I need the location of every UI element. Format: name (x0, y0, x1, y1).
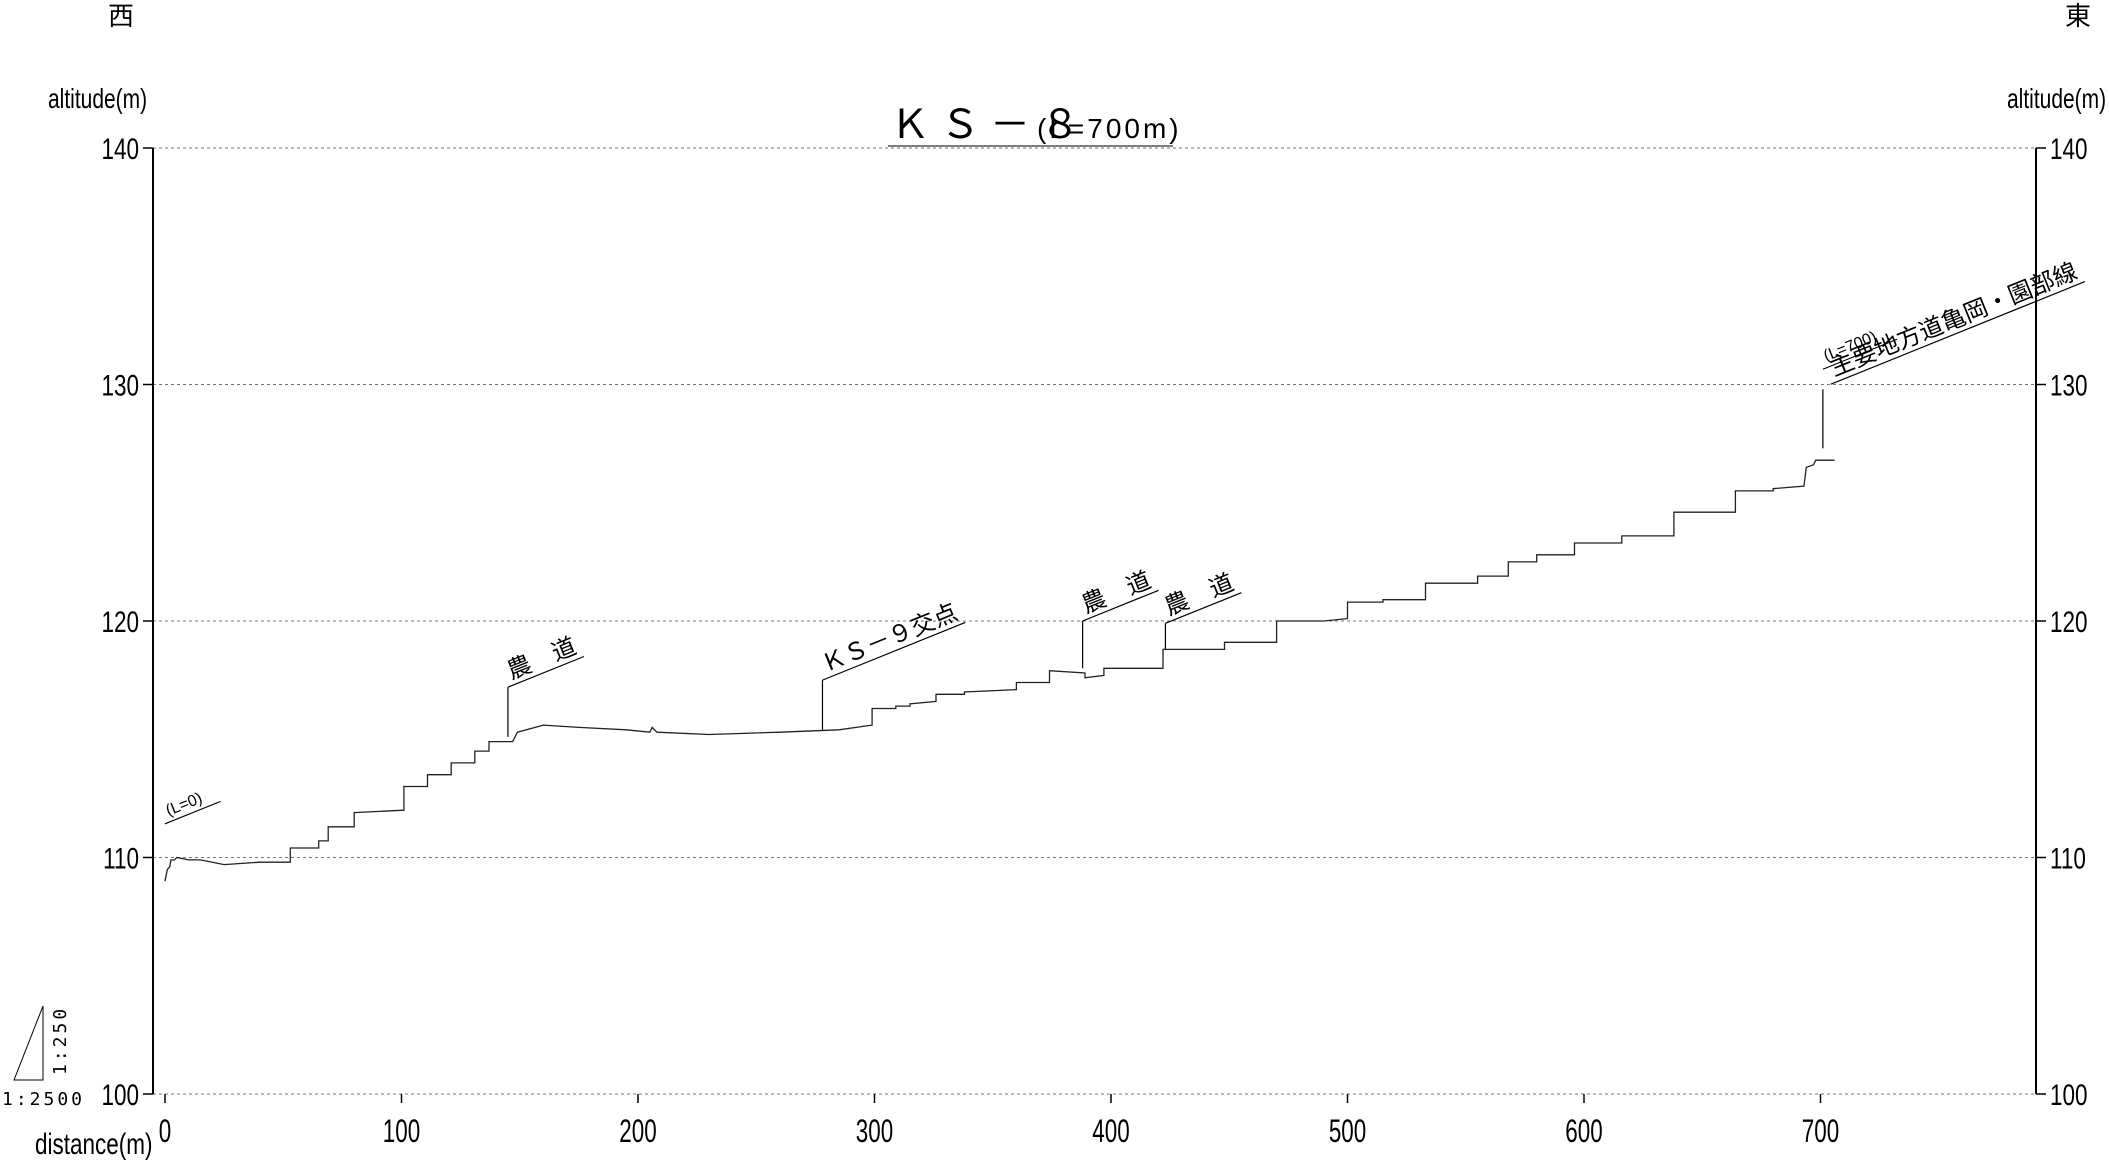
annotation-label: 農 道 (1160, 568, 1237, 621)
y-tick-label-left: 140 (101, 132, 139, 166)
chart-title: ＫＳ－８ (890, 102, 1090, 148)
x-tick-label: 500 (1329, 1113, 1366, 1149)
y-tick-label-right: 130 (2050, 368, 2088, 402)
annotation-underline (1082, 589, 1159, 622)
y-axis-label-right: altitude(m) (2007, 84, 2106, 115)
x-tick-label: 0 (159, 1113, 171, 1149)
y-tick-label-right: 140 (2050, 132, 2088, 166)
annotation-label: 農 道 (503, 632, 580, 685)
y-tick-label-right: 100 (2050, 1078, 2088, 1112)
annotation-underline (822, 621, 966, 681)
annotation-label: (L=0) (163, 790, 204, 820)
annotation-label: 農 道 (1078, 566, 1155, 619)
y-tick-label-left: 100 (101, 1078, 139, 1112)
annotation-layer: (L=0)農 道 ＫＳ－９交点農 道農 道(L=700)主要地方道亀岡・園部線 (163, 257, 2086, 825)
annotation-underline (1822, 338, 1898, 370)
annotation-underline (1830, 281, 2086, 385)
x-tick-label: 300 (856, 1113, 893, 1149)
ticks-layer: 100 100 110 110 120 120 130 130 140 140 0 100 200 300… (101, 132, 2087, 1149)
annotation-underline (1165, 592, 1242, 624)
profile-line (164, 459, 1835, 882)
series-layer (164, 459, 1835, 882)
x-tick-label: 100 (383, 1113, 420, 1149)
chart-subtitle: (L=700m) (1037, 113, 1182, 144)
y-tick-label-left: 130 (101, 368, 139, 402)
east-label: 東 (2065, 2, 2091, 32)
annotation-underline (164, 800, 221, 825)
scale-horizontal: 1:2500 (2, 1089, 85, 1110)
y-tick-label-left: 120 (101, 605, 139, 639)
scale-indicator: 1:250 1:2500 (2, 1005, 85, 1110)
x-tick-label: 200 (619, 1113, 656, 1149)
y-tick-label-left: 110 (103, 841, 139, 875)
x-tick-label: 400 (1092, 1113, 1129, 1149)
scale-triangle (13, 1005, 44, 1081)
y-axis-label-left: altitude(m) (48, 84, 147, 115)
west-label: 西 (108, 2, 134, 32)
y-tick-label-right: 120 (2050, 605, 2088, 639)
annotation-label: ＫＳ－９交点 (818, 598, 962, 678)
x-tick-label: 700 (1802, 1113, 1839, 1149)
grid-layer (153, 147, 2036, 1095)
x-tick-label: 600 (1565, 1113, 1602, 1149)
scale-vertical: 1:250 (50, 1006, 71, 1075)
y-tick-label-right: 110 (2050, 841, 2086, 875)
x-axis-label: distance(m) (35, 1127, 152, 1161)
annotation-label: 主要地方道亀岡・園部線 (1826, 257, 2081, 382)
annotation-underline (507, 655, 585, 688)
